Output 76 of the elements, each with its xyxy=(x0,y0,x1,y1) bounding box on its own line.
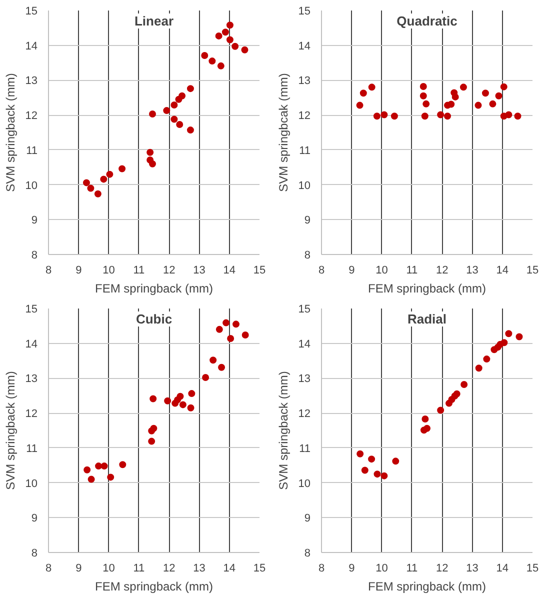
y-tick-label: 15 xyxy=(25,6,38,18)
x-axis-title: FEM springback (mm) xyxy=(368,580,486,594)
x-tick-label: 10 xyxy=(102,562,115,574)
x-tick-label: 8 xyxy=(45,264,52,276)
x-tick-label: 12 xyxy=(436,264,448,276)
y-tick-label: 12 xyxy=(298,408,311,420)
x-tick-label: 11 xyxy=(406,264,418,276)
y-tick-label: 11 xyxy=(299,144,311,157)
x-tick-label: 14 xyxy=(496,562,508,574)
x-tick-label: 11 xyxy=(406,562,418,574)
x-tick-label: 15 xyxy=(253,562,266,574)
x-tick-label: 9 xyxy=(76,562,82,574)
y-tick-label: 15 xyxy=(298,6,311,18)
y-tick-label: 14 xyxy=(25,40,38,52)
y-tick-label: 15 xyxy=(298,304,311,316)
y-tick-label: 10 xyxy=(298,180,311,192)
y-tick-label: 14 xyxy=(25,338,38,350)
y-tick-label: 11 xyxy=(26,144,38,157)
y-tick-label: 8 xyxy=(304,250,311,262)
x-tick-label: 8 xyxy=(45,562,52,574)
x-tick-label: 14 xyxy=(223,562,236,574)
x-tick-label: 14 xyxy=(223,264,236,276)
y-tick-label: 11 xyxy=(26,442,38,455)
x-tick-label: 13 xyxy=(466,264,478,276)
x-tick-label: 12 xyxy=(436,562,448,574)
y-tick-label: 14 xyxy=(298,40,311,52)
x-axis-title: FEM springback (mm) xyxy=(94,282,214,296)
y-tick-label: 9 xyxy=(31,214,38,227)
x-axis-title: FEM springback (mm) xyxy=(94,580,214,594)
y-tick-label: 12 xyxy=(25,110,38,122)
x-tick-label: 12 xyxy=(162,562,176,574)
chart-title: Cubic xyxy=(136,312,172,326)
x-tick-label: 11 xyxy=(133,562,145,574)
y-axis-title: SVM springback (mm) xyxy=(276,371,290,490)
y-axis-title: SVM springback (mm) xyxy=(3,73,18,192)
y-tick-label: 14 xyxy=(298,338,311,350)
y-tick-label: 9 xyxy=(31,512,38,525)
y-tick-label: 8 xyxy=(31,548,38,560)
y-axis-title: SVM springback (mm) xyxy=(3,371,18,490)
x-tick-label: 8 xyxy=(318,264,325,276)
x-tick-label: 14 xyxy=(496,264,508,276)
y-tick-label: 10 xyxy=(25,478,38,490)
chart-title: Radial xyxy=(407,312,447,326)
x-tick-label: 15 xyxy=(526,562,539,574)
y-tick-label: 13 xyxy=(25,75,38,88)
x-axis-title: FEM springback (mm) xyxy=(368,282,486,296)
y-tick-label: 9 xyxy=(304,512,311,525)
x-tick-label: 15 xyxy=(253,264,266,276)
chart-title: Linear xyxy=(134,14,174,28)
y-tick-label: 12 xyxy=(298,110,311,122)
y-tick-label: 12 xyxy=(25,408,38,420)
y-tick-label: 13 xyxy=(298,373,311,386)
x-tick-label: 12 xyxy=(162,264,176,276)
x-tick-label: 15 xyxy=(526,264,539,276)
x-tick-label: 9 xyxy=(348,264,355,276)
x-tick-label: 9 xyxy=(76,264,82,276)
x-tick-label: 8 xyxy=(318,562,325,574)
x-tick-label: 10 xyxy=(376,264,388,276)
x-tick-label: 9 xyxy=(348,562,355,574)
x-tick-label: 13 xyxy=(466,562,478,574)
y-tick-label: 8 xyxy=(304,548,311,560)
y-tick-label: 13 xyxy=(298,75,311,88)
x-tick-label: 13 xyxy=(193,562,206,574)
y-tick-label: 10 xyxy=(298,478,311,490)
x-tick-label: 10 xyxy=(102,264,115,276)
y-tick-label: 15 xyxy=(25,304,38,316)
x-tick-label: 11 xyxy=(133,264,145,276)
y-tick-label: 8 xyxy=(31,250,38,262)
y-tick-label: 10 xyxy=(25,180,38,192)
y-tick-label: 9 xyxy=(304,214,311,227)
x-tick-label: 10 xyxy=(376,562,388,574)
x-tick-label: 13 xyxy=(193,264,206,276)
y-tick-label: 11 xyxy=(299,442,311,455)
chart-title: Quadratic xyxy=(396,14,458,28)
y-axis-title: SVM springbcak (mm) xyxy=(276,73,290,192)
y-tick-label: 13 xyxy=(25,373,38,386)
